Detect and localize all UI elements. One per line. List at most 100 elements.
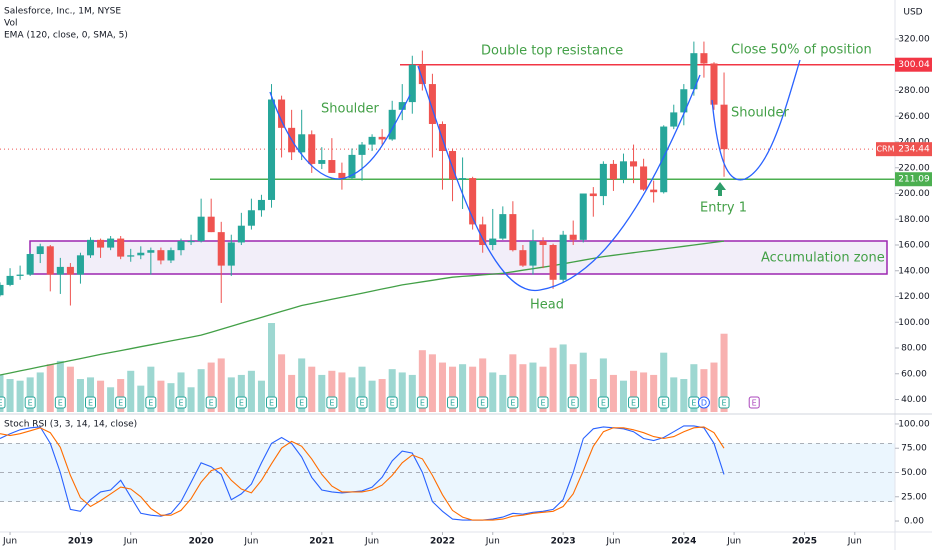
candle-body [227, 242, 235, 266]
y-tick-label: 320.00 [898, 35, 930, 45]
volume-bar [247, 370, 255, 412]
candle-body [630, 161, 638, 167]
x-tick-label: 2023 [551, 537, 576, 547]
volume-bar [650, 374, 658, 412]
candle-body [720, 104, 728, 150]
volume-bar [489, 372, 497, 412]
volume-bar [117, 379, 125, 412]
earnings-label: E [510, 399, 515, 408]
candle-body [640, 166, 648, 190]
candle-body [187, 241, 195, 243]
x-tick-label: 2024 [671, 537, 696, 547]
annotation: Shoulder [731, 106, 790, 121]
volume-bar [127, 370, 135, 412]
candle-body [559, 234, 567, 280]
candle-body [107, 238, 115, 248]
volume-bar [539, 366, 547, 412]
candle-body [539, 241, 547, 246]
volume-bar [368, 380, 376, 412]
y-tick-label: 140.00 [898, 266, 930, 276]
y-tick-label: 100.00 [898, 318, 930, 328]
volume-bar [680, 379, 688, 412]
volume-bar [237, 374, 245, 412]
candle-body [469, 178, 477, 225]
candle-body [76, 255, 84, 275]
volume-bar [338, 372, 346, 412]
candle-body [247, 210, 255, 226]
volume-bar [408, 374, 416, 412]
candle-body [509, 214, 517, 251]
y-tick-label: 260.00 [898, 112, 930, 122]
earnings-label: E [480, 399, 485, 408]
candle-body [46, 246, 54, 275]
candle-body [499, 214, 507, 239]
x-tick-label: 2025 [792, 537, 817, 547]
support-label: 211.09 [898, 175, 930, 185]
annotation: Close 50% of position [731, 43, 872, 58]
earnings-marker [567, 396, 579, 409]
annotation: Shoulder [321, 102, 380, 117]
x-tick-label: Jun [605, 537, 620, 547]
earnings-label: E [329, 399, 334, 408]
volume-bar [519, 364, 527, 412]
volume-bar [298, 358, 306, 412]
earnings-marker [145, 396, 157, 409]
volume-bar [358, 366, 366, 412]
annotation: Entry 1 [700, 201, 747, 216]
volume-bar [690, 364, 698, 412]
earnings-marker [447, 396, 459, 409]
candle-body [569, 234, 577, 240]
stoch-tick-label: 0.00 [904, 517, 924, 527]
earnings-marker [54, 396, 66, 409]
candle-body [408, 64, 416, 103]
candle-body [619, 161, 628, 180]
candle-body [147, 250, 155, 253]
volume-bar [619, 380, 628, 412]
volume-bar [147, 366, 155, 412]
candle-body [589, 193, 597, 197]
earnings-marker [416, 396, 428, 409]
earnings-marker [658, 396, 670, 409]
x-tick-label: 2022 [430, 537, 455, 547]
candle-body [127, 255, 135, 257]
volume-bar [76, 379, 84, 412]
volume-bar [378, 379, 386, 412]
candle-body [217, 232, 225, 266]
candle-body [267, 99, 276, 200]
earnings-label: E [299, 399, 304, 408]
volume-bar [589, 379, 597, 412]
earnings-marker [85, 396, 97, 409]
earnings-label: E [661, 399, 666, 408]
x-tick-label: Jun [847, 537, 862, 547]
volume-bar [86, 377, 95, 412]
earnings-label: E [601, 399, 606, 408]
candle-body [338, 172, 346, 179]
earnings-label: E [178, 399, 183, 408]
resistance-label: 300.04 [898, 60, 930, 70]
candle-body [388, 109, 396, 140]
volume-bar [66, 366, 74, 412]
entry-arrow [714, 182, 726, 196]
volume-bar [609, 374, 617, 412]
candle-body [207, 216, 215, 233]
earnings-marker [628, 396, 640, 409]
earnings-label: E [722, 399, 727, 408]
header-ema: EMA (120, close, 0, SMA, 5) [4, 31, 128, 41]
volume-bar [720, 333, 728, 412]
volume-bar [288, 374, 296, 412]
candle-body [237, 225, 245, 243]
volume-bar [227, 377, 235, 412]
candle-body [418, 64, 426, 85]
candle-body [278, 99, 286, 128]
volume-bar [207, 362, 215, 412]
volume-bar [26, 377, 34, 412]
header-title: Salesforce, Inc., 1M, NYSE [4, 7, 121, 17]
earnings-label: E [118, 399, 123, 408]
last-price-label: 234.44 [898, 145, 930, 155]
candle-body [599, 163, 607, 197]
volume-bar [559, 344, 567, 412]
volume-bar [197, 369, 205, 412]
volume-bar [348, 377, 356, 412]
volume-bar [599, 358, 607, 412]
